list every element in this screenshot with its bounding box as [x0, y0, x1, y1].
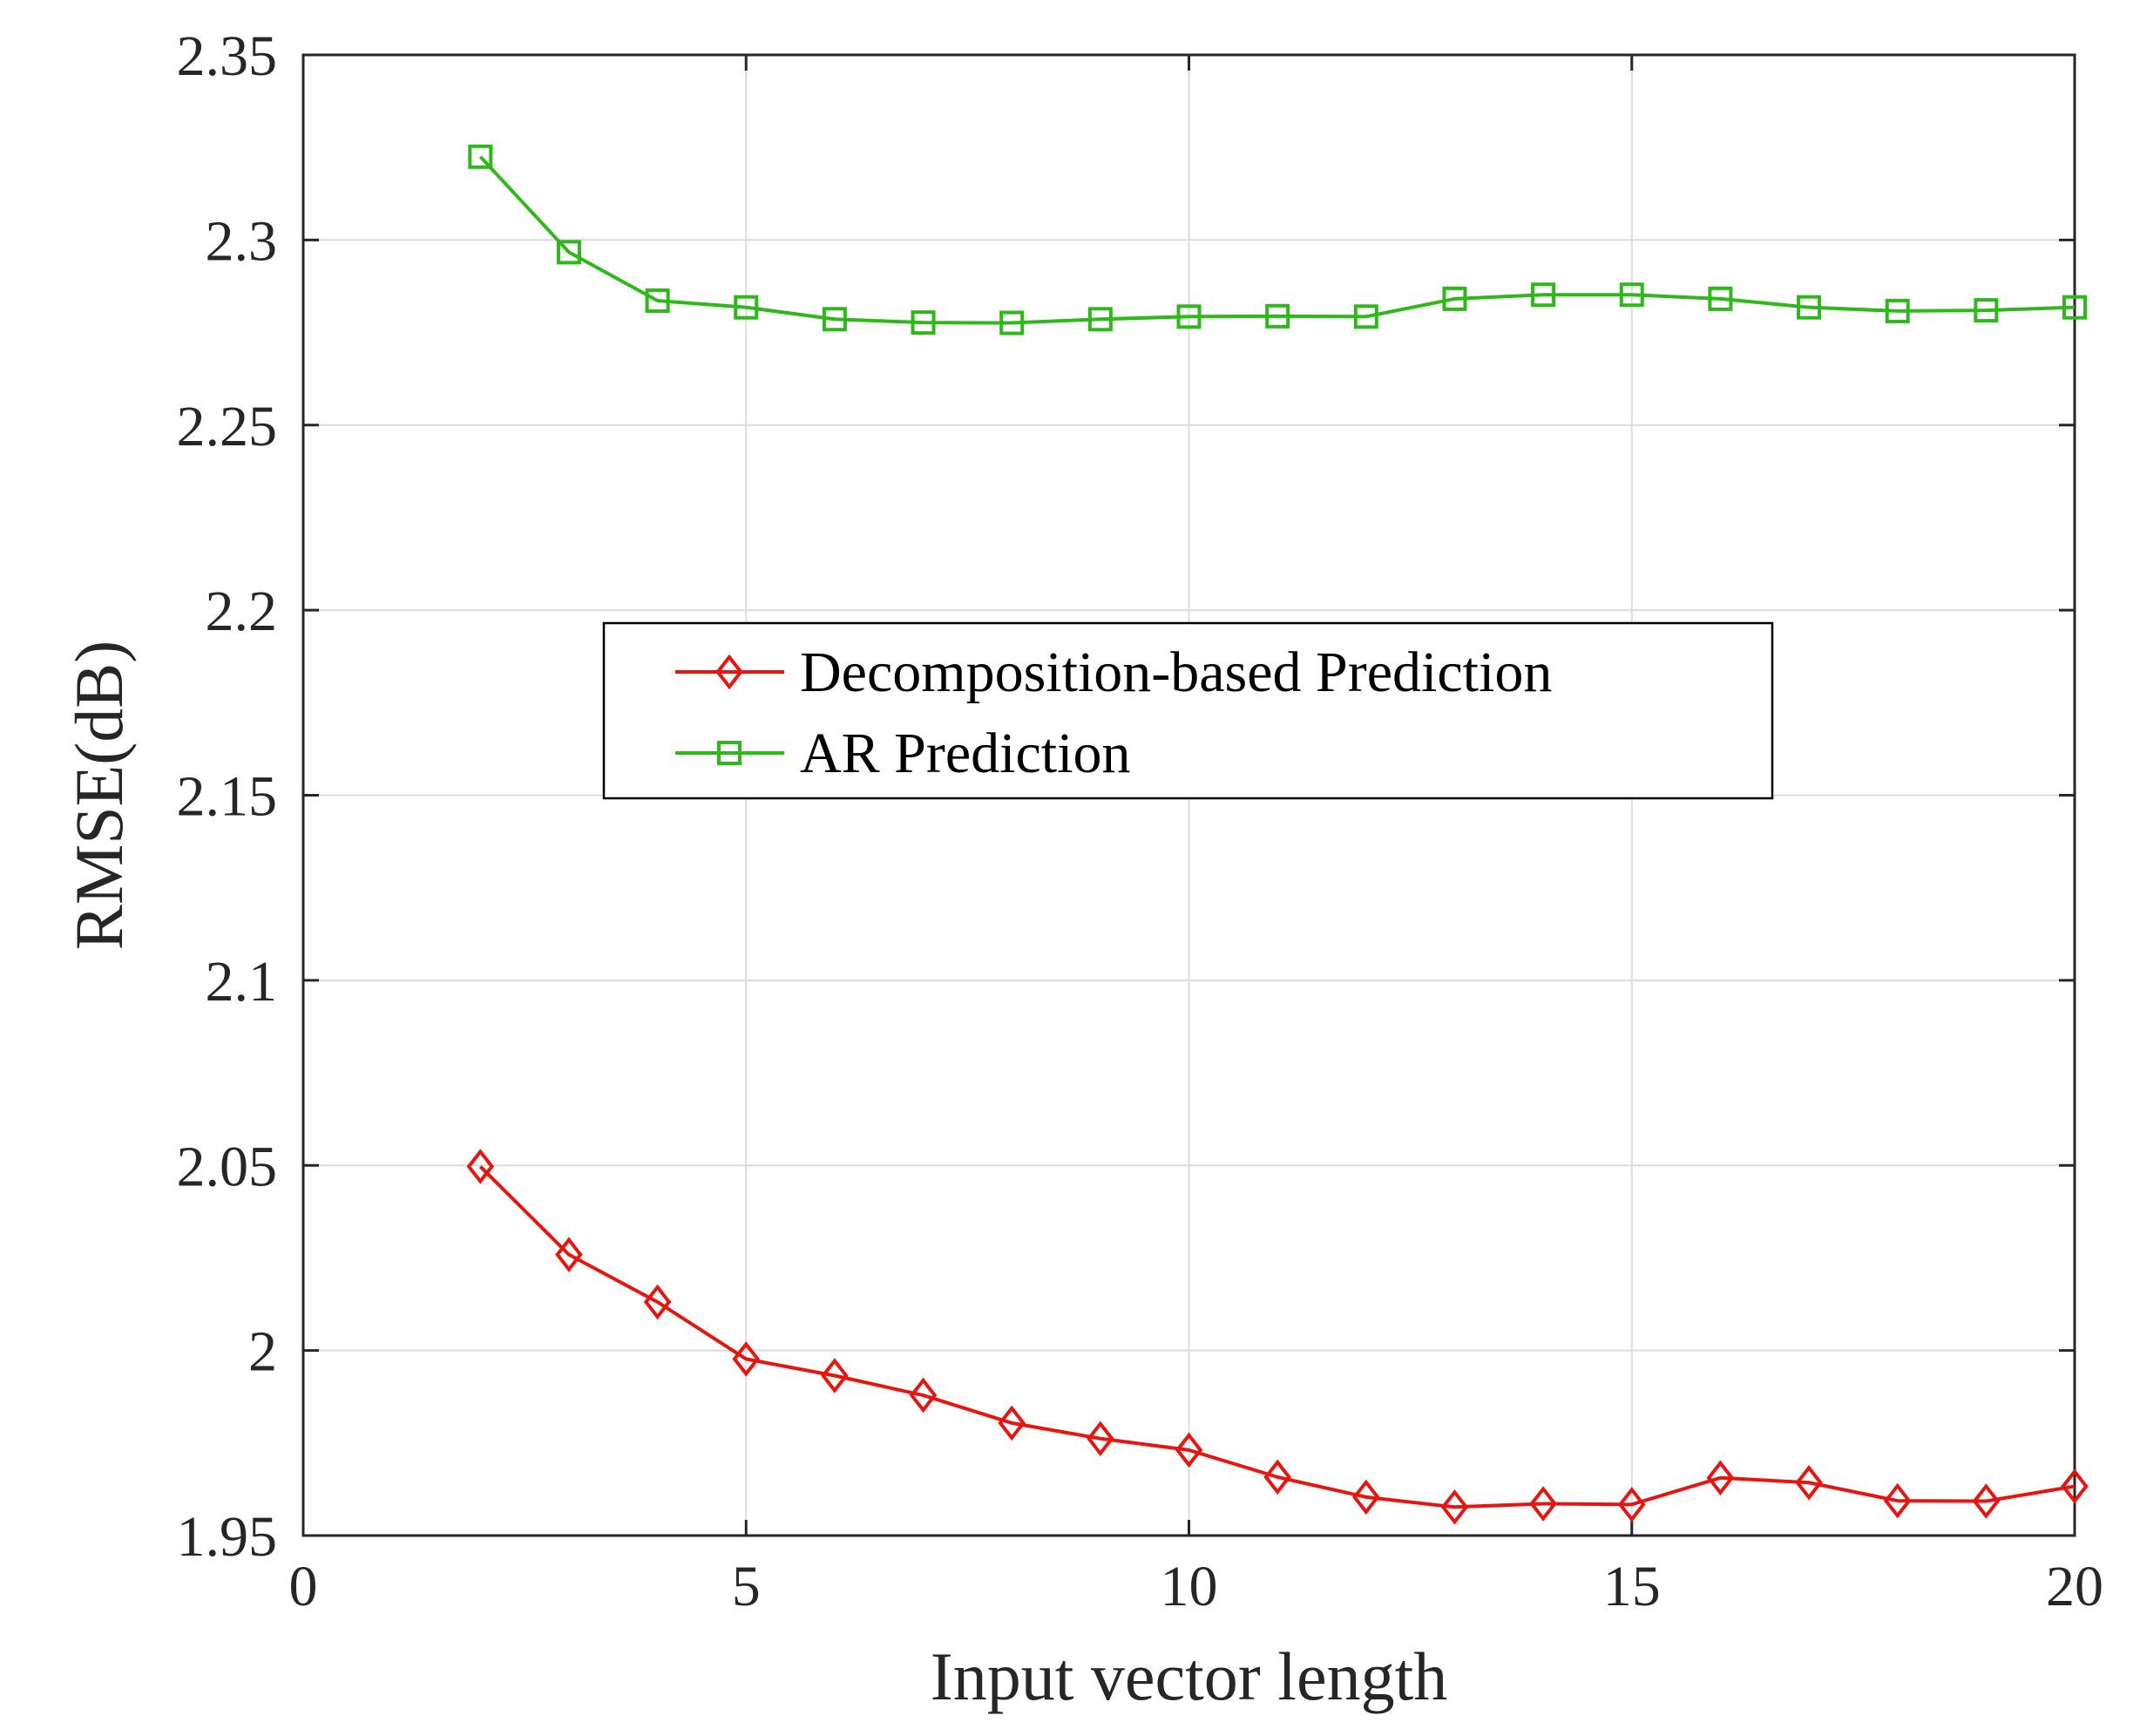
- legend-sample-ar: [675, 741, 784, 765]
- legend-label-decomposition: Decomposition-based Prediction: [800, 641, 1552, 704]
- y-tick-label: 2.1: [206, 950, 278, 1014]
- ticks: 0 5 10 15 20 1.95 2 2.05 2.1 2.15 2.2 2.25 2.3 2.35: [177, 24, 2104, 1618]
- data-point: [466, 1149, 495, 1184]
- data-point: [643, 1284, 672, 1320]
- data-point: [1442, 286, 1467, 311]
- data-point: [1617, 1487, 1646, 1522]
- data-point: [1087, 1421, 1114, 1456]
- y-tick-label: 2.2: [206, 580, 278, 643]
- data-point: [1883, 1482, 1912, 1519]
- y-tick-label: 2: [248, 1320, 277, 1384]
- legend-marker: [715, 654, 743, 690]
- series-line: [478, 1165, 2076, 1509]
- series-ar: [468, 144, 2087, 336]
- data-point: [1708, 286, 1733, 311]
- series-line: [478, 155, 2076, 325]
- data-point: [468, 144, 493, 169]
- y-tick-label: 2.05: [177, 1135, 278, 1198]
- data-point: [1087, 307, 1113, 332]
- data-point: [1529, 1486, 1557, 1522]
- data-point: [1353, 304, 1378, 329]
- x-tick-label: 10: [1161, 1555, 1218, 1618]
- data-point: [734, 295, 759, 320]
- series-decomposition: [466, 1149, 2089, 1525]
- data-point: [821, 1358, 849, 1394]
- data-point: [1619, 282, 1644, 308]
- data-point: [1176, 304, 1202, 329]
- data-point: [556, 240, 581, 265]
- data-point: [1265, 303, 1290, 329]
- data-point: [555, 1237, 583, 1272]
- series-layer: [466, 144, 2089, 1525]
- y-tick-label: 2.35: [177, 24, 278, 88]
- data-point: [1885, 298, 1910, 323]
- legend-box: [602, 621, 1774, 800]
- data-point: [1263, 1459, 1291, 1495]
- legend-sample-decomposition: [675, 654, 784, 690]
- data-point: [1974, 298, 1999, 323]
- data-point: [822, 307, 847, 332]
- y-axis-label: RMSE(dB): [61, 641, 137, 950]
- x-tick-label: 5: [732, 1555, 761, 1618]
- data-point: [2062, 295, 2087, 320]
- x-tick-label: 20: [2046, 1555, 2103, 1618]
- data-point: [1795, 1465, 1823, 1501]
- data-point: [1706, 1460, 1735, 1495]
- legend: Decomposition-based Prediction AR Predic…: [602, 621, 1774, 800]
- y-tick-label: 2.25: [177, 395, 278, 458]
- legend-label-ar: AR Prediction: [800, 722, 1130, 785]
- data-point: [1531, 282, 1556, 308]
- data-point: [1972, 1483, 2001, 1519]
- y-tick-label: 1.95: [177, 1505, 278, 1569]
- data-point: [1440, 1489, 1469, 1525]
- x-tick-label: 0: [289, 1555, 318, 1618]
- data-point: [732, 1341, 761, 1377]
- data-point: [909, 1377, 938, 1414]
- legend-marker: [717, 741, 742, 765]
- x-tick-label: 15: [1603, 1555, 1661, 1618]
- data-point: [911, 310, 936, 336]
- data-point: [1797, 295, 1822, 320]
- y-tick-label: 2.3: [206, 209, 278, 273]
- data-point: [1352, 1479, 1380, 1516]
- data-point: [998, 1405, 1026, 1441]
- data-point: [645, 288, 670, 314]
- y-tick-label: 2.15: [177, 765, 278, 829]
- data-point: [999, 310, 1025, 336]
- data-point: [1175, 1432, 1203, 1468]
- x-axis-label: Input vector length: [931, 1638, 1448, 1714]
- grid: [303, 55, 2075, 1536]
- data-point: [2061, 1468, 2089, 1504]
